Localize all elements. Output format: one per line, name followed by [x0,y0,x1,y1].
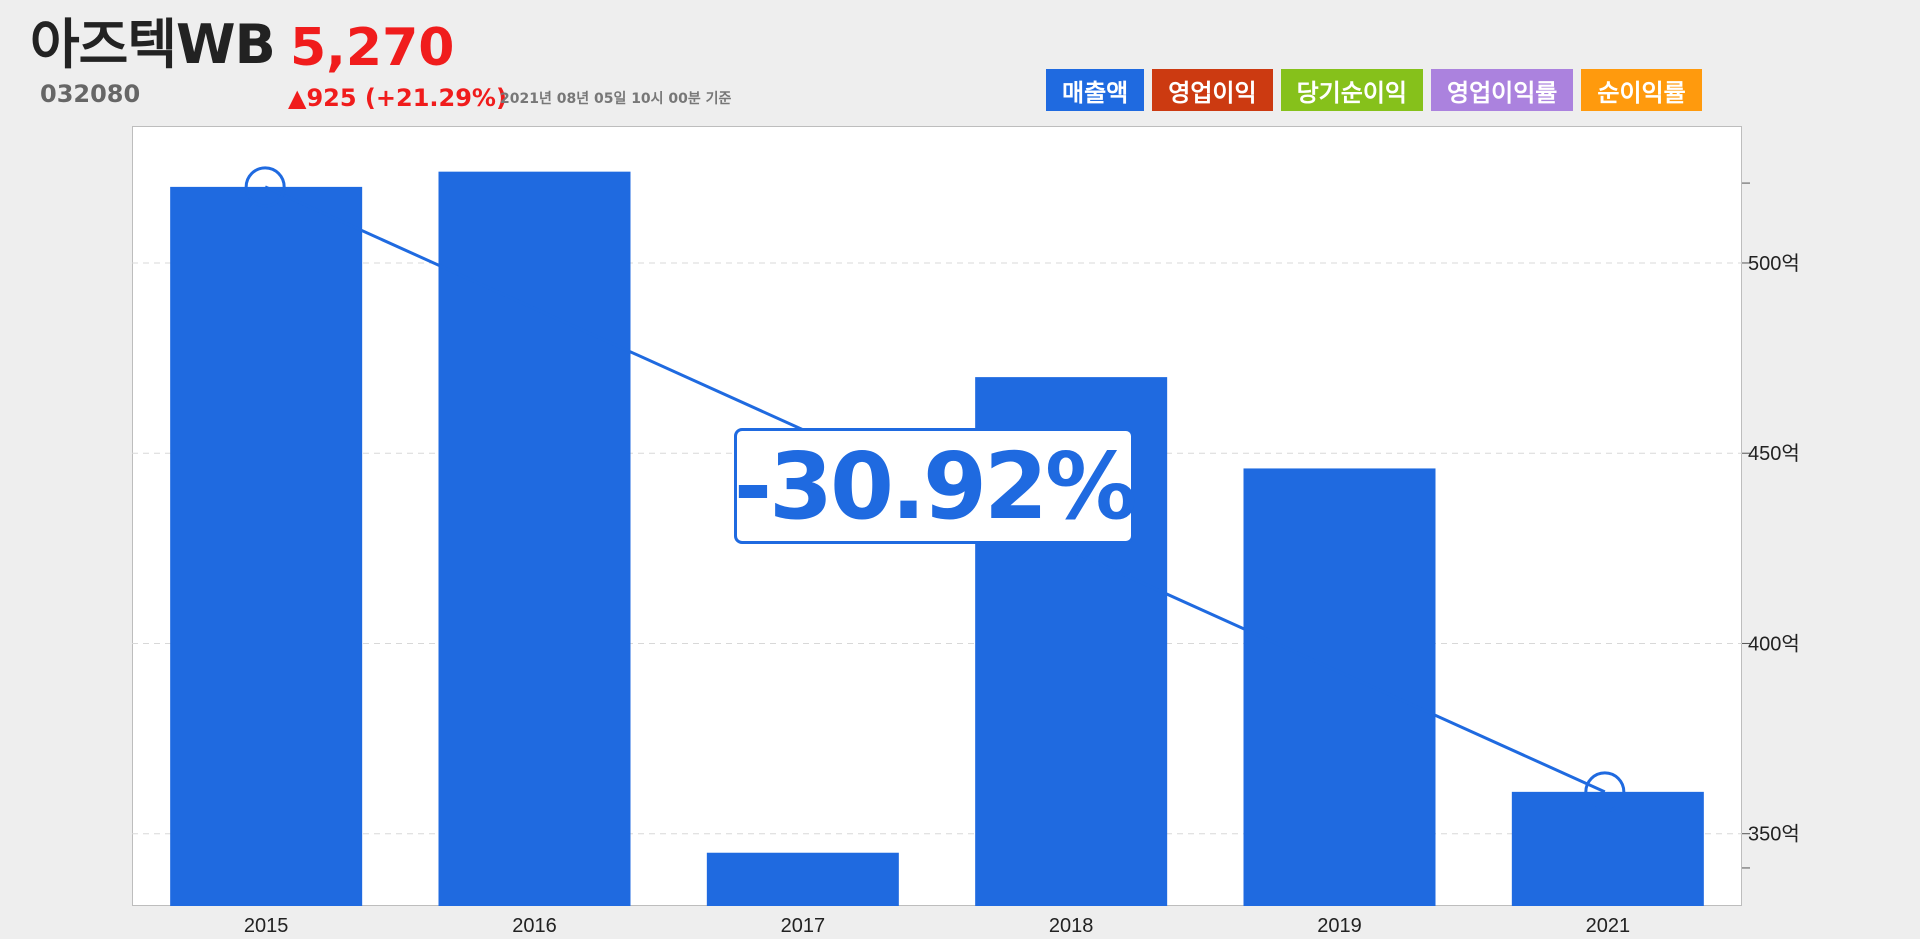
header: 아즈텍WB 032080 5,270 ▲925 (+21.29%) 2021년 … [0,0,1920,128]
legend-revenue-button[interactable]: 매출액 [1046,69,1145,111]
x-tick-label: 2019 [1317,915,1362,937]
price-change: ▲925 (+21.29%) [288,84,507,112]
legend-net-income-button[interactable]: 당기순이익 [1280,69,1423,111]
stock-name: 아즈텍WB [30,13,276,76]
y-tick-label: 500억 [1748,252,1800,275]
trend-end-marker [1584,771,1626,813]
trend-start-marker [244,166,286,208]
bar-2019 [1243,468,1436,906]
as-of-timestamp: 2021년 08년 05일 10시 00분 기준 [500,91,732,107]
current-price: 5,270 [290,18,455,78]
change-callout: -30.92% [734,428,1137,544]
x-tick-label: 2015 [244,915,289,937]
legend-operating-profit-button[interactable]: 영업이익 [1152,69,1273,111]
x-tick-label: 2017 [781,915,826,937]
y-tick-label: 400억 [1748,632,1800,655]
legend-operating-margin-button[interactable]: 영업이익률 [1430,69,1574,111]
bar-2015 [170,186,363,906]
x-tick-label: 2021 [1586,915,1631,937]
y-tick-label: 450억 [1748,442,1800,465]
bar-2021 [1511,791,1704,906]
bar-2017 [706,852,899,906]
x-tick-label: 2016 [512,915,557,937]
y-tick-label: 350억 [1748,823,1800,846]
metric-legend: 매출액 영업이익 당기순이익 영업이익률 순이익률 [1046,69,1702,111]
legend-net-margin-button[interactable]: 순이익률 [1581,69,1702,111]
stock-code: 032080 [40,80,141,108]
x-tick-label: 2018 [1049,915,1094,937]
bar-2016 [438,171,631,906]
